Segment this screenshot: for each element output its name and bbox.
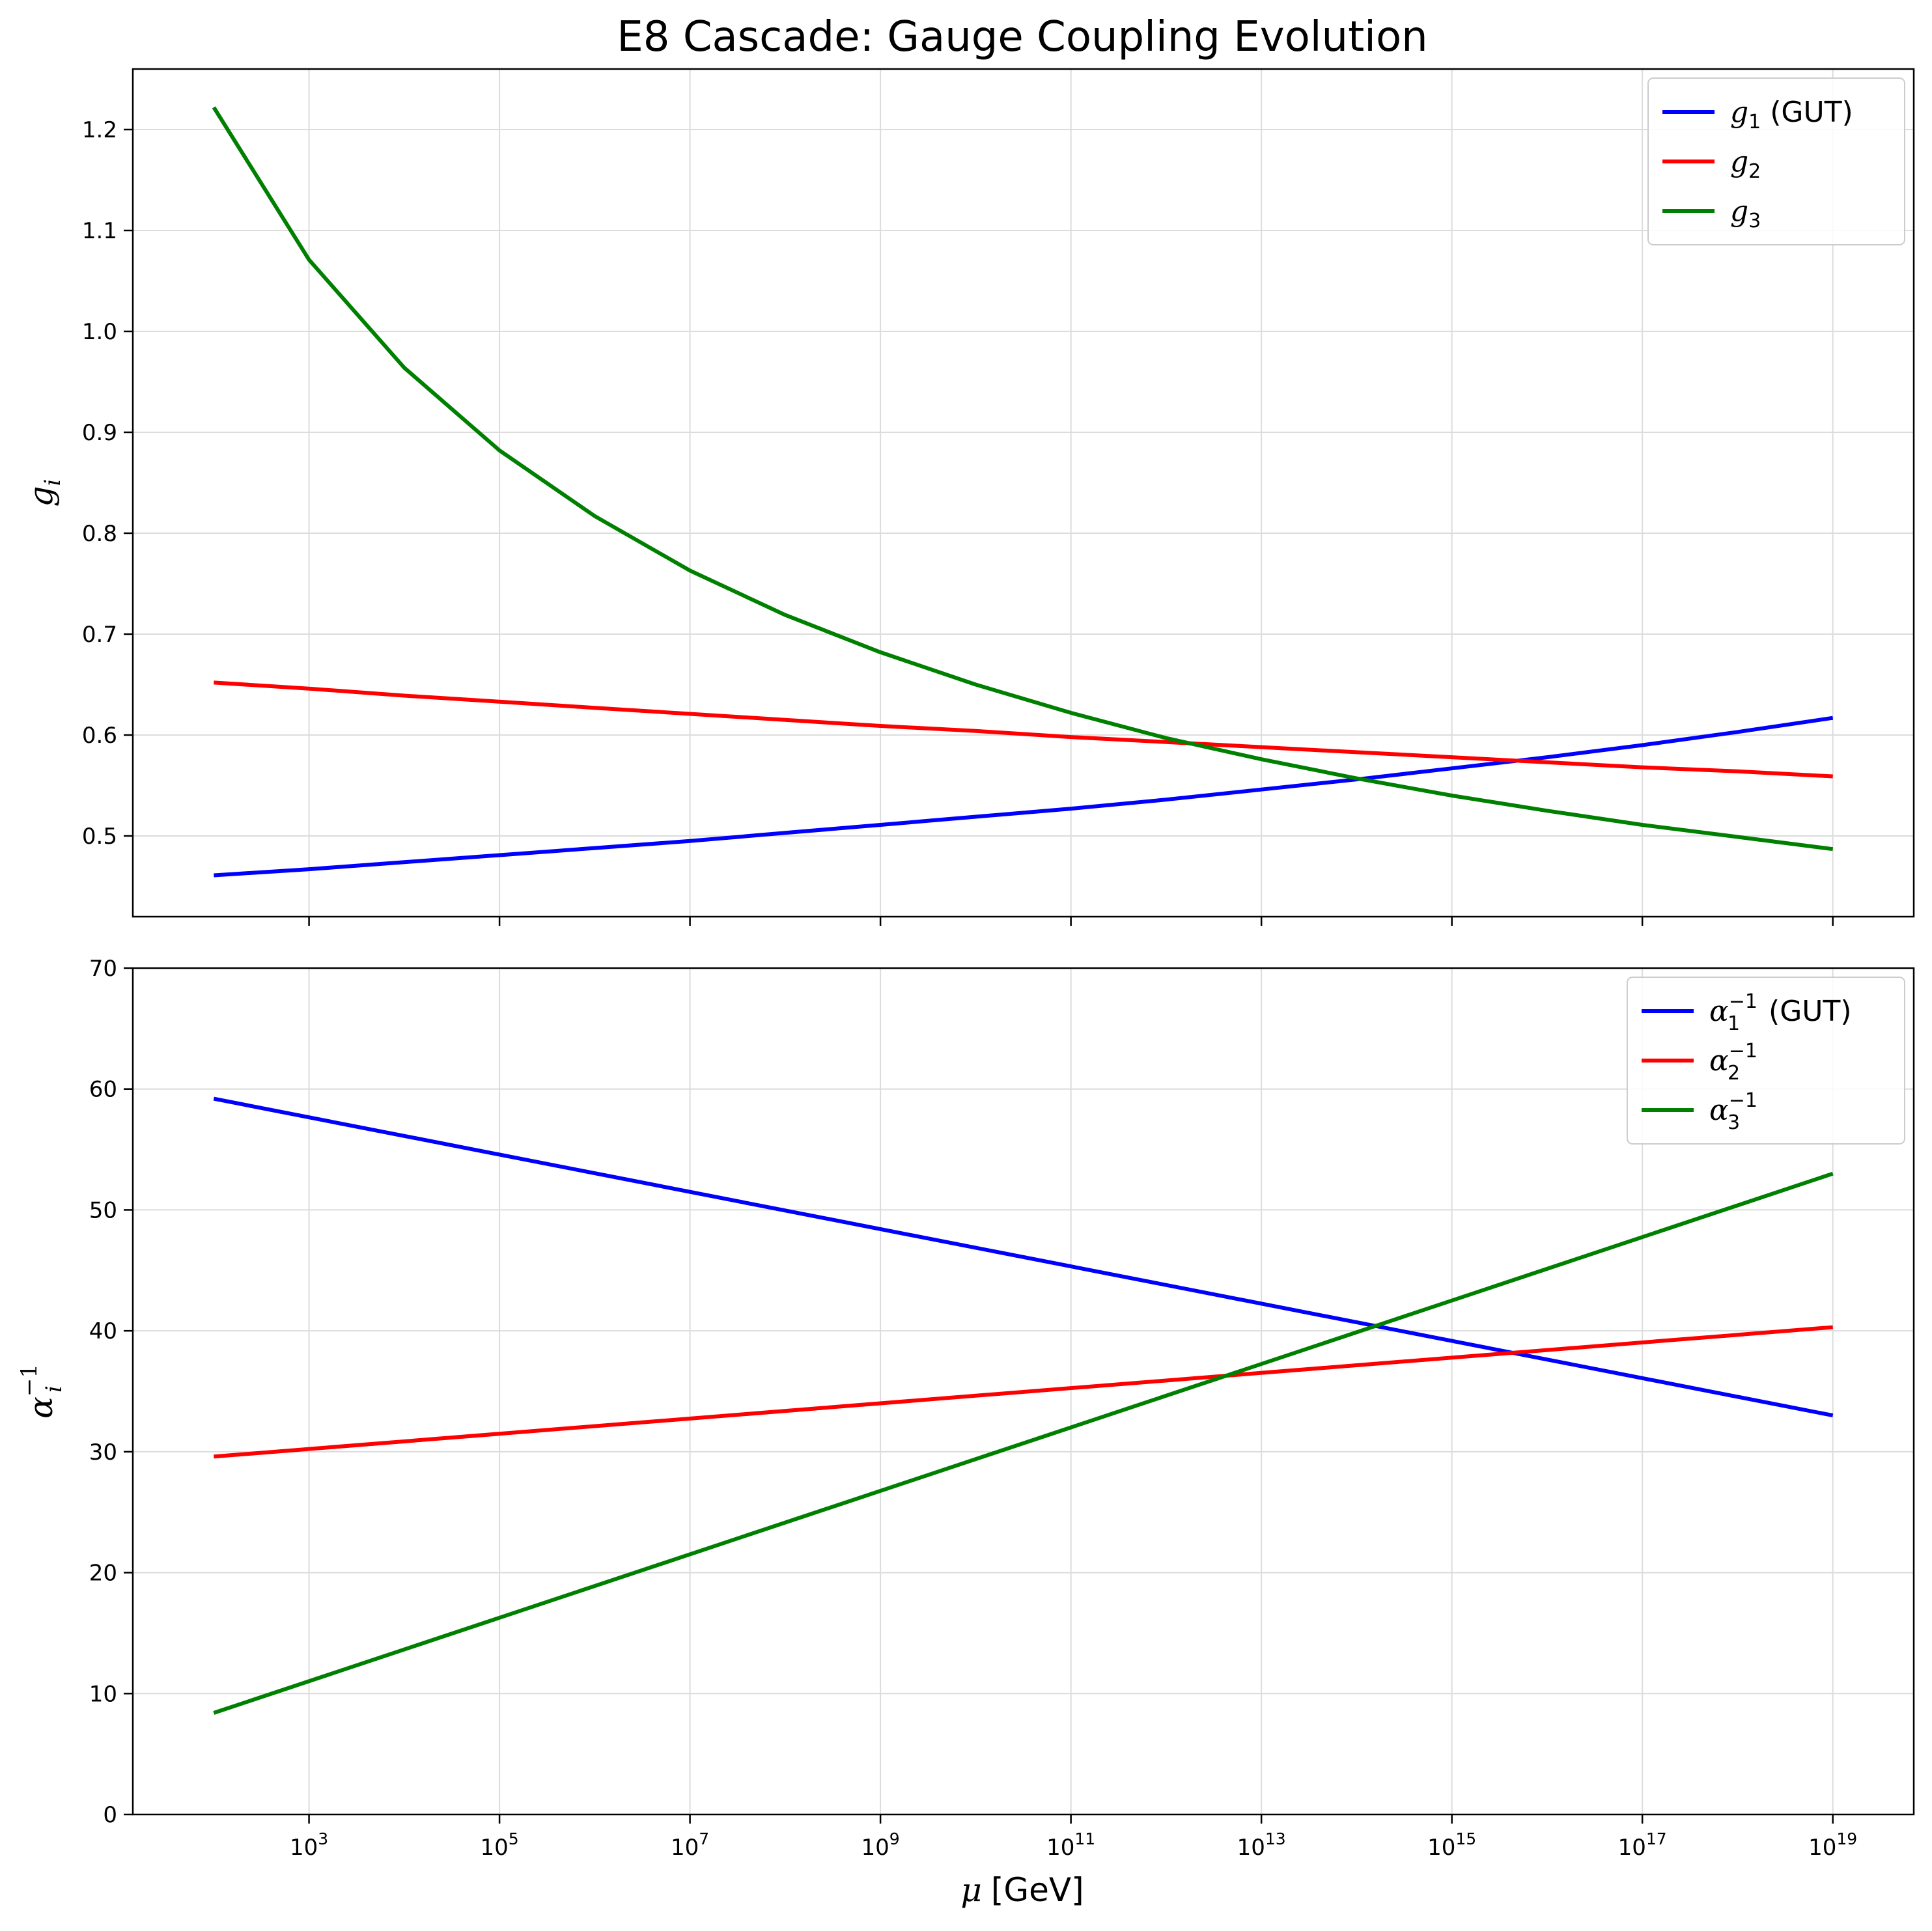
y-tick-label: 0.5 xyxy=(82,824,117,850)
x-axis-label-unit: [GeV] xyxy=(991,1871,1084,1909)
series-line-2 xyxy=(214,680,1833,779)
y-tick-label: 0.8 xyxy=(82,521,117,547)
series-line-2 xyxy=(214,1325,1833,1459)
legend-label: α−1 1 (GUT) xyxy=(1709,990,1852,1035)
legend-box xyxy=(1627,977,1905,1145)
y-tick-label: 1.0 xyxy=(82,319,117,345)
x-tick-label: 1011 xyxy=(1046,1829,1095,1861)
x-tick-label: 1013 xyxy=(1237,1829,1286,1861)
x-tick-label: 105 xyxy=(481,1829,519,1861)
y-tick-label: 0.9 xyxy=(82,420,117,446)
x-tick-label: 107 xyxy=(671,1829,709,1861)
legend-label: α−1 2 xyxy=(1709,1040,1757,1085)
y-tick-label: 20 xyxy=(89,1561,117,1587)
y-tick-label: 1.1 xyxy=(82,218,117,244)
series-line-3 xyxy=(212,106,1834,852)
legend-label: g3 xyxy=(1730,195,1761,232)
y-tick-label: 0.6 xyxy=(82,723,117,749)
y-tick-label: 1.2 xyxy=(82,117,117,143)
x-tick-label: 1017 xyxy=(1618,1829,1667,1861)
y-tick-label: 0 xyxy=(103,1802,117,1828)
y-tick-label: 50 xyxy=(89,1197,117,1223)
y-axis-label: α−1i xyxy=(16,1364,67,1419)
panel-bottom: 103 105 107 109 1011 1013 1015 1017 1019 0 10 20 30 4… xyxy=(16,956,1915,1861)
y-tick-label: 60 xyxy=(89,1077,117,1103)
x-tick-label: 103 xyxy=(290,1829,328,1861)
chart-title: E8 Cascade: Gauge Coupling Evolution xyxy=(617,13,1427,61)
series-line-3 xyxy=(213,1171,1834,1715)
x-tick-label: 1015 xyxy=(1427,1829,1476,1861)
legend-label: g2 xyxy=(1730,145,1761,183)
legend-label: α−1 3 xyxy=(1709,1089,1757,1134)
y-tick-label: 70 xyxy=(89,956,117,982)
plot-frame xyxy=(132,68,1915,918)
panel-top: 0.5 0.6 0.7 0.8 0.9 1.0 1.1 1.2 gi g1 (GUT) g2 g3 xyxy=(22,68,1915,926)
y-tick-label: 10 xyxy=(89,1681,117,1707)
x-tick-label: 1019 xyxy=(1808,1829,1857,1861)
y-axis-label: gi xyxy=(22,479,66,507)
series-line-1 xyxy=(213,1096,1834,1418)
series-line-1 xyxy=(214,715,1834,878)
y-tick-label: 30 xyxy=(89,1439,117,1466)
plot-frame xyxy=(132,967,1915,1816)
x-tick-label: 109 xyxy=(861,1829,900,1861)
y-tick-label: 40 xyxy=(89,1318,117,1344)
y-tick-label: 0.7 xyxy=(82,622,117,648)
legend-box xyxy=(1647,77,1905,245)
x-axis-label: μ [GeV] xyxy=(960,1871,1084,1909)
x-axis-label-symbol: μ xyxy=(960,1871,982,1909)
legend-label: g1 (GUT) xyxy=(1730,96,1853,133)
